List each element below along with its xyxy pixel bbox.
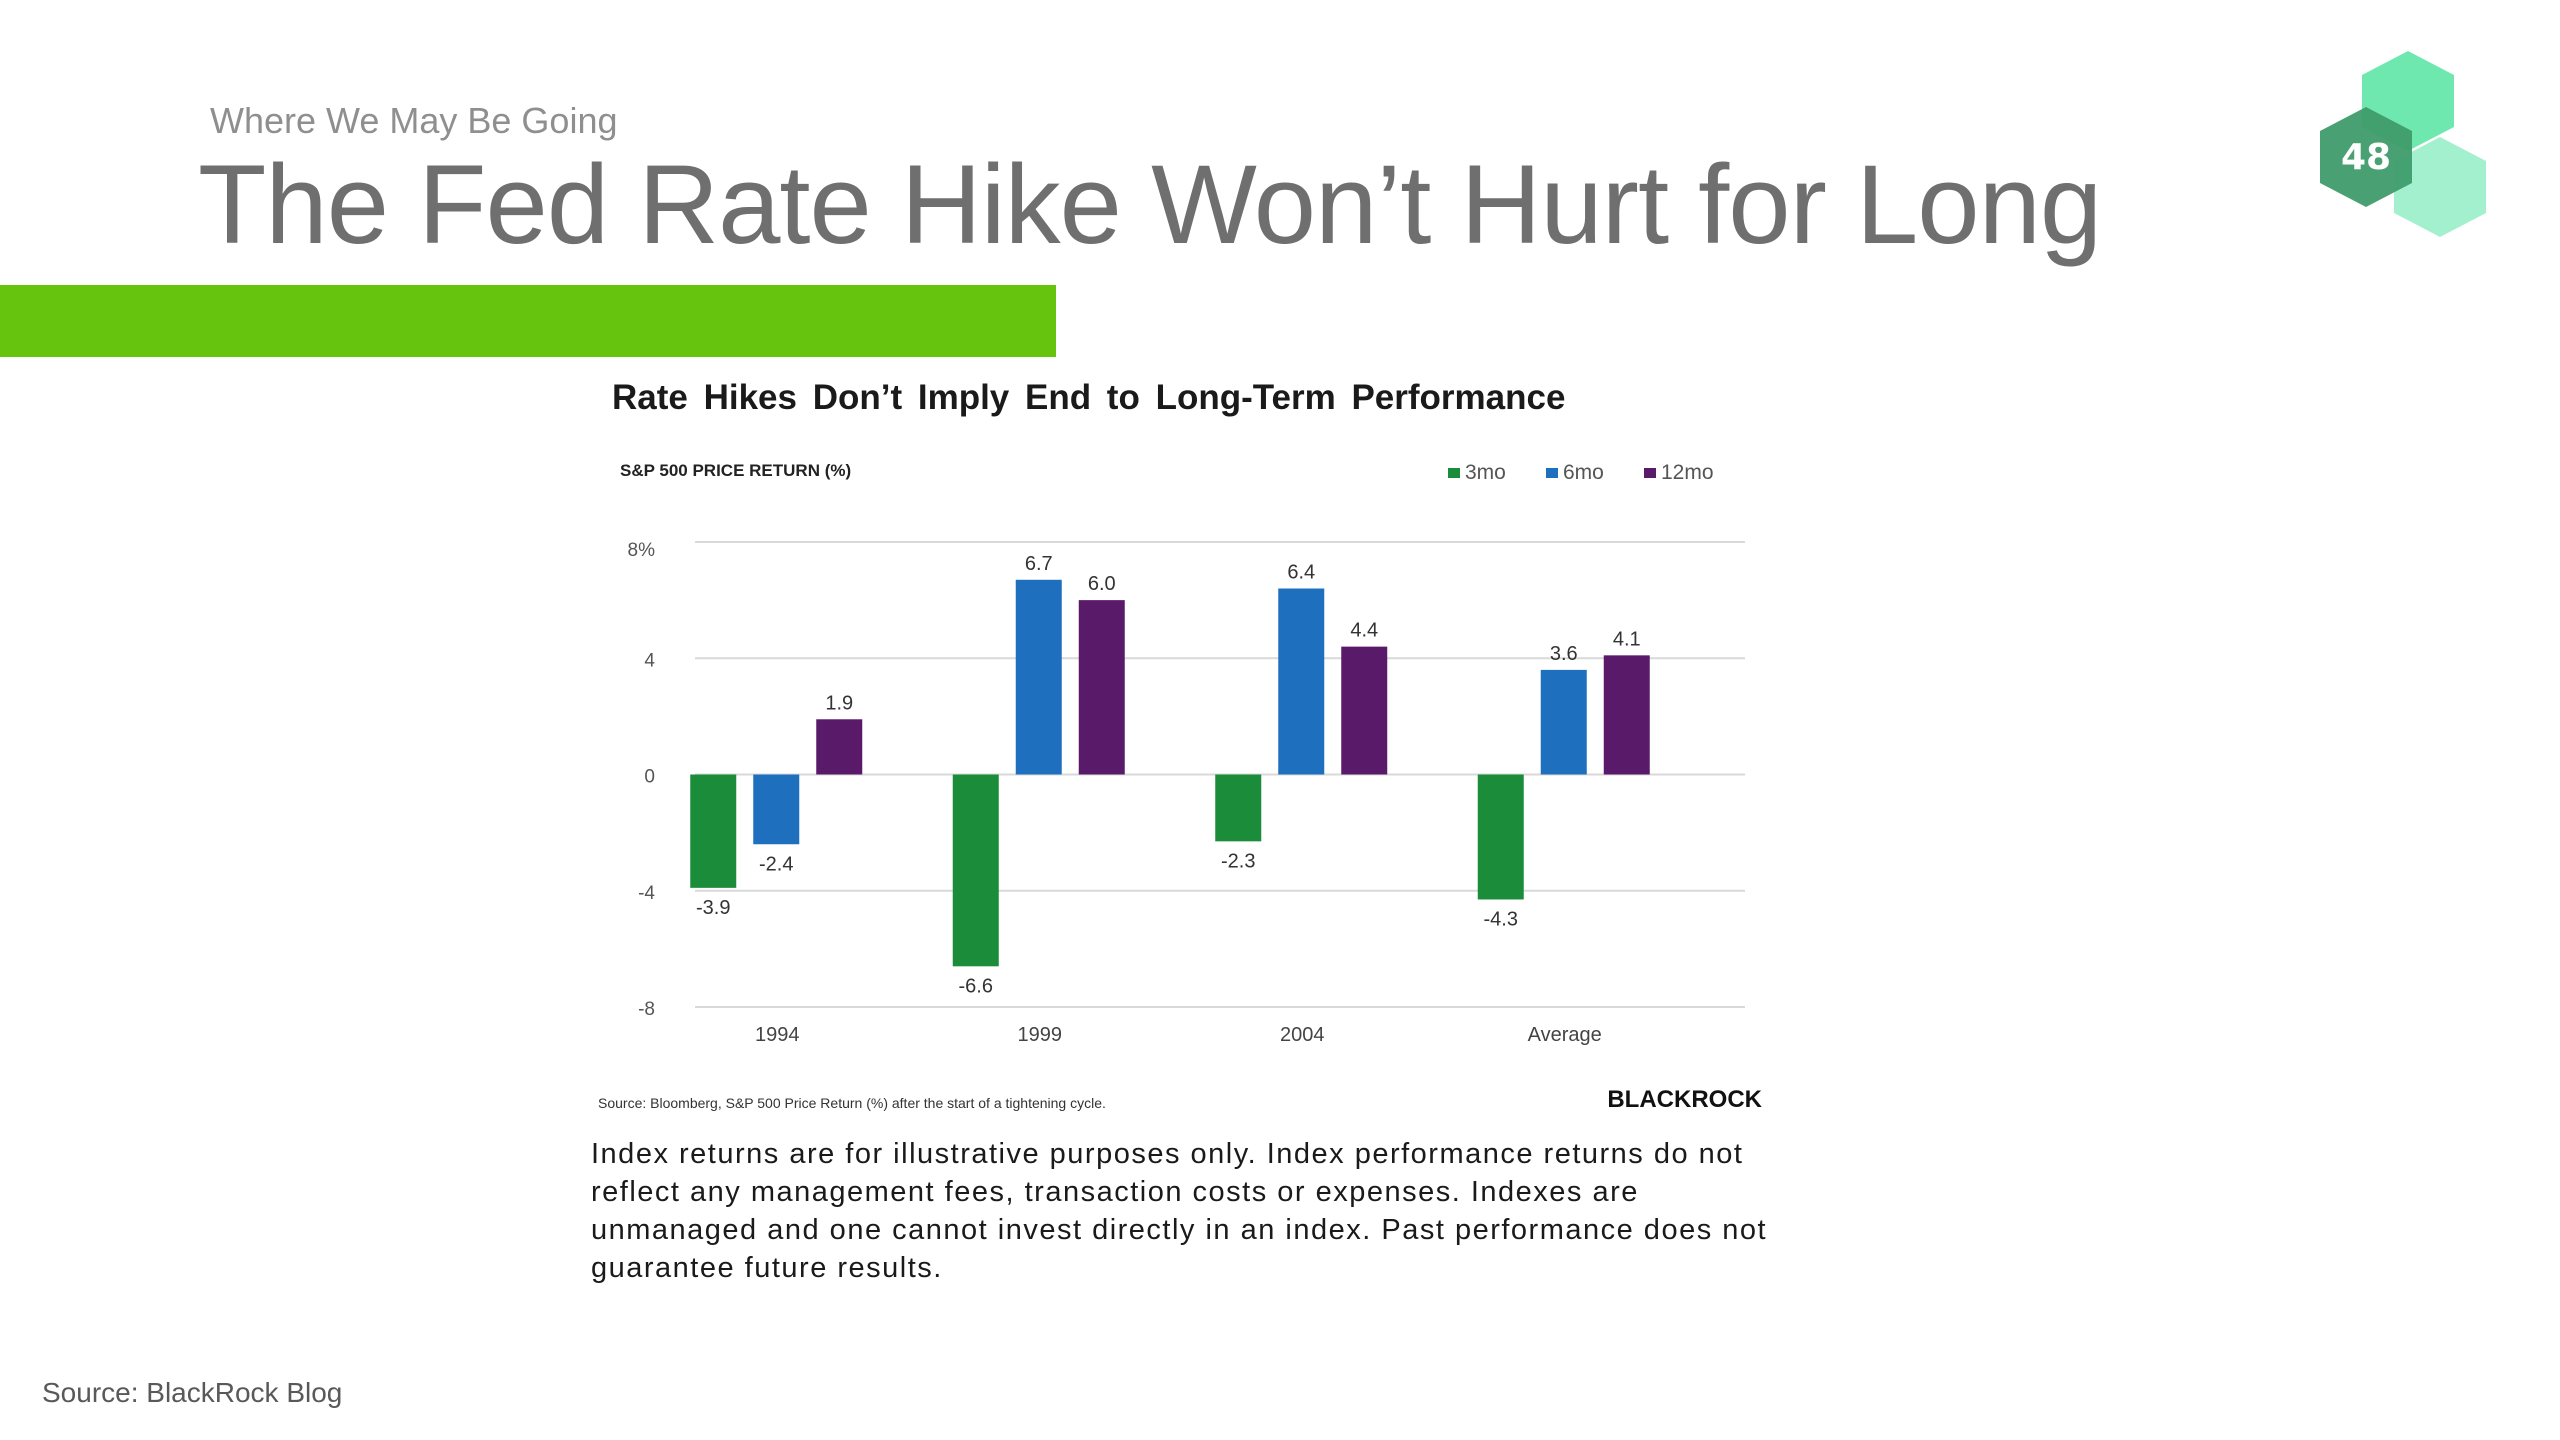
bar-6mo-2004 xyxy=(1278,588,1325,775)
bar-value-label: -6.6 xyxy=(959,975,993,997)
bar-value-label: 1.9 xyxy=(825,692,853,714)
footer-source: Source: BlackRock Blog xyxy=(42,1377,343,1408)
blackrock-logo: BLACKROCK xyxy=(1607,1086,1762,1113)
legend-label-6mo: 6mo xyxy=(1563,461,1604,484)
bar-value-label: 6.7 xyxy=(1025,553,1053,575)
bar-3mo-1994 xyxy=(690,774,737,888)
chart-source-note: Source: Bloomberg, S&P 500 Price Return … xyxy=(598,1095,1106,1111)
bar-12mo-average xyxy=(1603,655,1650,775)
bar-3mo-1999 xyxy=(952,774,999,967)
bar-12mo-2004 xyxy=(1341,646,1388,775)
bar-3mo-2004 xyxy=(1215,774,1262,842)
legend-label-12mo: 12mo xyxy=(1661,461,1714,484)
bar-value-label: 4.4 xyxy=(1350,620,1378,642)
bar-value-label: 6.4 xyxy=(1287,562,1315,584)
slide-subtitle: Where We May Be Going xyxy=(210,100,618,141)
legend-label-3mo: 3mo xyxy=(1465,461,1506,484)
bar-chart: 8% 4 0 -4 -8 -3.9 -2.4 1.9 -6.6 6.7 6.0 -2.3 6.4 4.4… xyxy=(598,461,1763,1113)
hexagon-left xyxy=(2320,107,2412,207)
y-axis-label: S&P 500 PRICE RETURN (%) xyxy=(620,461,851,480)
x-tick-label: 1999 xyxy=(1018,1024,1063,1046)
bar-value-label: -2.4 xyxy=(759,853,793,875)
y-axis-ticks: 8% 4 0 -4 -8 xyxy=(628,540,656,1020)
bar-3mo-average xyxy=(1477,774,1524,900)
y-tick-label: 0 xyxy=(644,767,655,788)
bar-6mo-1999 xyxy=(1015,579,1062,775)
y-tick-label: -8 xyxy=(638,999,655,1020)
bar-value-label: 4.1 xyxy=(1613,628,1641,650)
x-tick-label: 2004 xyxy=(1280,1024,1325,1046)
bar-value-label: -3.9 xyxy=(696,897,730,919)
bar-value-label: 3.6 xyxy=(1550,643,1578,665)
disclaimer-text: Index returns are for illustrative purpo… xyxy=(591,1138,1768,1284)
page-number: 48 xyxy=(2341,137,2391,178)
gridlines xyxy=(695,541,1745,1008)
bar-6mo-average xyxy=(1540,669,1587,775)
bars xyxy=(690,579,1650,967)
hexagon-bottom-right xyxy=(2394,137,2486,237)
bar-value-label: -4.3 xyxy=(1484,908,1518,930)
bar-12mo-1994 xyxy=(816,719,863,775)
x-tick-label: 1994 xyxy=(755,1024,800,1046)
y-tick-label: -4 xyxy=(638,883,655,904)
legend-swatch-12mo xyxy=(1644,468,1656,478)
bar-value-label: -2.3 xyxy=(1221,850,1255,872)
bar-6mo-1994 xyxy=(753,774,800,845)
hexagon-cluster-icon: 48 xyxy=(2320,51,2486,237)
chart-title: Rate Hikes Don’t Imply End to Long-Term … xyxy=(612,378,1566,417)
bar-labels: -3.9 -2.4 1.9 -6.6 6.7 6.0 -2.3 6.4 4.4 -4.3 3.6 4.… xyxy=(696,553,1641,998)
bar-value-label: 6.0 xyxy=(1088,573,1116,595)
page-number-badge: 48 xyxy=(2310,45,2500,255)
x-axis-ticks: 1994 1999 2004 Average xyxy=(755,1024,1602,1046)
x-tick-label: Average xyxy=(1528,1024,1602,1046)
legend-swatch-3mo xyxy=(1448,468,1460,478)
legend: 3mo 6mo 12mo xyxy=(1448,461,1714,484)
y-tick-label: 4 xyxy=(644,650,655,671)
legend-swatch-6mo xyxy=(1546,468,1558,478)
slide-title: The Fed Rate Hike Won’t Hurt for Long xyxy=(198,142,2102,267)
chart-container: 8% 4 0 -4 -8 -3.9 -2.4 1.9 -6.6 6.7 6.0 -2.3 6.4 4.4… xyxy=(580,370,1780,1300)
bar-12mo-1999 xyxy=(1078,600,1125,775)
y-tick-label: 8% xyxy=(628,540,656,561)
accent-bar xyxy=(0,285,1056,357)
